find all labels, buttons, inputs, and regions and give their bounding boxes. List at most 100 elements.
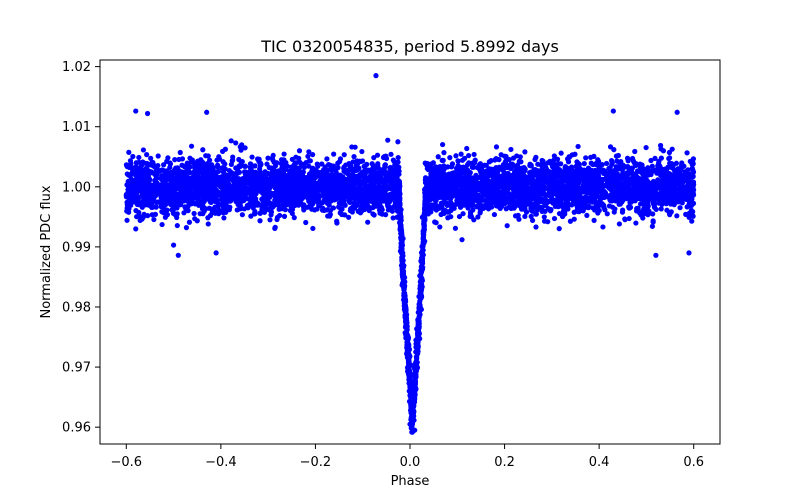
data-point [468, 211, 474, 218]
data-point [593, 168, 599, 174]
data-point [124, 182, 130, 188]
data-point [307, 158, 313, 164]
data-point [204, 171, 210, 177]
data-point [581, 199, 587, 206]
data-point [593, 178, 600, 184]
data-point [393, 161, 400, 167]
data-point [219, 165, 225, 171]
data-point [441, 179, 447, 186]
data-point [318, 200, 324, 206]
data-point [347, 182, 354, 188]
data-point [205, 221, 211, 227]
data-point [336, 204, 342, 210]
data-point [140, 159, 146, 165]
data-point [296, 148, 303, 154]
data-point [303, 219, 309, 226]
data-point [215, 164, 221, 170]
data-point [281, 151, 287, 157]
data-point [536, 193, 542, 199]
data-point [262, 180, 268, 186]
data-point [280, 202, 287, 208]
data-point [140, 214, 146, 220]
data-point [387, 178, 394, 184]
data-point [351, 200, 357, 206]
data-point [478, 202, 484, 208]
data-point [528, 162, 534, 168]
data-point [200, 147, 206, 153]
data-point [459, 196, 465, 202]
data-point [226, 207, 232, 213]
data-point [376, 183, 382, 189]
data-point [139, 177, 145, 183]
data-point [197, 199, 204, 206]
data-point [165, 192, 172, 199]
data-point [684, 204, 690, 210]
data-point [350, 159, 356, 165]
data-point [188, 159, 195, 165]
data-point [435, 154, 441, 160]
data-point [278, 157, 285, 163]
data-point [619, 209, 626, 215]
data-point [528, 213, 534, 219]
data-point [681, 178, 687, 184]
data-point [382, 170, 388, 176]
data-point [152, 211, 159, 217]
data-point [545, 205, 551, 212]
data-point [319, 161, 325, 167]
data-point [659, 173, 665, 180]
data-point [664, 182, 670, 188]
data-point [465, 198, 472, 204]
data-point [124, 163, 130, 170]
data-point [270, 190, 277, 197]
data-point [455, 158, 461, 164]
data-point [155, 162, 161, 169]
data-point [236, 188, 242, 194]
data-point [253, 175, 259, 181]
data-point [395, 154, 401, 161]
data-point [314, 161, 320, 167]
data-point [264, 187, 270, 193]
data-point [572, 151, 578, 157]
data-point [310, 225, 316, 232]
data-point [627, 176, 633, 182]
data-point [306, 163, 312, 169]
data-point [130, 153, 136, 160]
data-point [341, 180, 347, 186]
data-point [277, 180, 283, 186]
data-point [252, 208, 258, 215]
data-point [144, 152, 150, 158]
data-point [503, 157, 509, 164]
data-point [665, 174, 671, 180]
data-point [331, 151, 337, 157]
data-point [523, 209, 530, 215]
data-point [469, 187, 476, 193]
data-point [657, 142, 664, 149]
data-point [506, 191, 512, 197]
data-point [547, 192, 553, 198]
data-point [292, 166, 298, 172]
data-point [370, 211, 376, 217]
data-point [169, 206, 176, 212]
data-point [257, 166, 263, 172]
data-point [536, 168, 542, 174]
data-point [552, 167, 558, 173]
data-point [252, 163, 258, 169]
data-point [139, 167, 145, 173]
data-point [230, 157, 236, 163]
data-point [167, 161, 174, 167]
data-point [441, 171, 447, 178]
data-point [483, 197, 489, 203]
data-point [666, 155, 672, 162]
data-point [604, 174, 610, 181]
data-point [560, 212, 566, 218]
data-point [441, 150, 447, 156]
data-point [541, 214, 547, 220]
data-point [558, 161, 564, 167]
data-point [466, 193, 472, 199]
data-point [281, 213, 288, 219]
data-point [508, 146, 514, 153]
data-point [625, 158, 631, 164]
data-point [220, 159, 226, 165]
data-point [614, 184, 621, 190]
data-point [374, 152, 381, 158]
